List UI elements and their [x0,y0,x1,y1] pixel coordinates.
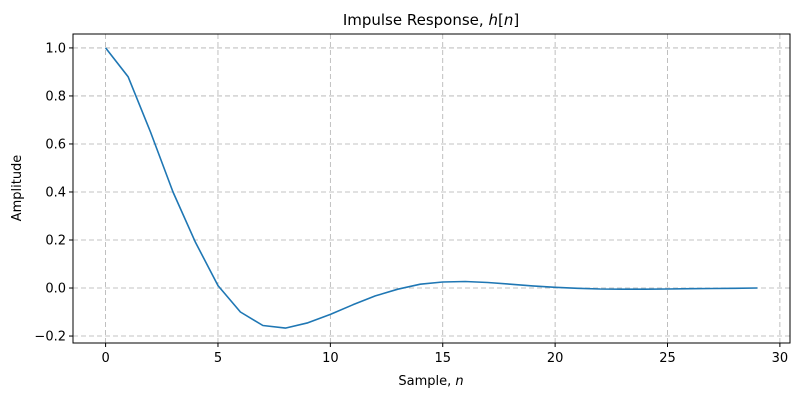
x-tick-label: 25 [659,351,676,366]
y-tick-label: −0.2 [34,330,66,345]
y-axis-title: Amplitude [10,155,25,222]
x-axis-title: Sample, n [398,374,463,389]
chart-title: Impulse Response, h[n] [343,11,519,29]
y-tick-label: 0.0 [45,282,66,297]
grid-lines [73,34,790,343]
y-tick-label: 0.2 [45,234,66,249]
y-tick-label: 0.8 [45,89,66,104]
axis-ticks: 0 5 10 15 20 25 30 −0.2 0.0 0.2 0.4 0.6 0.8 1.0 [34,41,788,366]
y-tick-label: 0.4 [45,185,66,200]
x-tick-label: 15 [434,351,451,366]
impulse-response-line [104,47,758,329]
plot-area-frame [72,33,791,344]
y-tick-label: 1.0 [45,41,66,56]
x-tick-label: 20 [547,351,564,366]
x-tick-label: 0 [101,351,109,366]
x-tick-label: 5 [214,351,222,366]
x-tick-label: 10 [322,351,339,366]
y-tick-label: 0.6 [45,137,66,152]
x-tick-label: 30 [772,351,789,366]
